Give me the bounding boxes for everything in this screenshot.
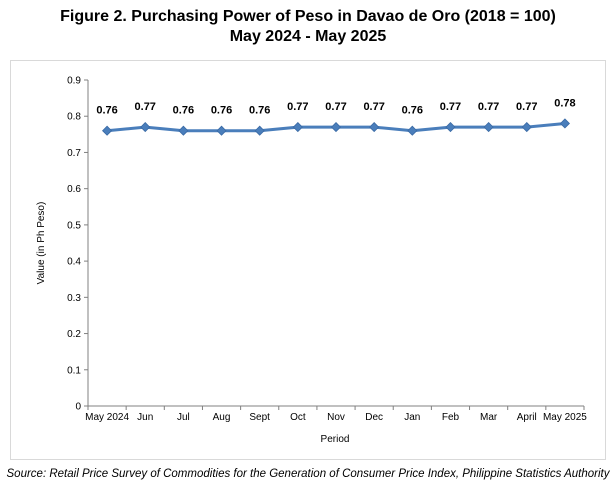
y-tick-label: 0.2: [67, 329, 81, 340]
data-label: 0.77: [135, 101, 156, 113]
data-label: 0.76: [96, 105, 117, 117]
data-point-marker: [178, 125, 189, 136]
y-axis-title: Value (in Ph Peso): [36, 202, 47, 285]
data-point-marker: [216, 125, 227, 136]
y-tick-label: 0.9: [67, 76, 81, 87]
data-label: 0.77: [287, 101, 308, 113]
data-label: 0.77: [325, 101, 346, 113]
data-label: 0.76: [402, 105, 423, 117]
data-point-marker: [483, 122, 494, 133]
data-point-marker: [369, 122, 380, 133]
data-point-marker: [140, 122, 151, 133]
x-tick-label: Aug: [213, 412, 231, 423]
data-label: 0.76: [249, 105, 270, 117]
data-point-marker: [521, 122, 532, 133]
data-label: 0.77: [516, 101, 537, 113]
data-label: 0.77: [440, 101, 461, 113]
y-tick-label: 0.6: [67, 184, 81, 195]
data-point-marker: [445, 122, 456, 133]
data-point-marker: [559, 118, 570, 129]
chart-title-line-2: May 2024 - May 2025: [229, 28, 387, 45]
x-tick-label: Sept: [249, 412, 270, 423]
x-tick-label: Dec: [365, 412, 383, 423]
x-tick-label: May 2024: [85, 412, 129, 423]
x-axis-title: Period: [321, 434, 350, 445]
data-label: 0.76: [173, 105, 194, 117]
series-markers: [102, 118, 570, 136]
x-tick-label: April: [517, 412, 537, 423]
chart-axes: [87, 80, 584, 407]
data-labels: 0.76 0.77 0.76 0.76 0.76 0.77 0.77 0.77 0.76 0.77…: [96, 97, 575, 116]
y-tick-label: 0.8: [67, 112, 81, 123]
x-tick-label: Jul: [177, 412, 190, 423]
y-tick-label: 0.5: [67, 220, 81, 231]
data-label: 0.77: [363, 101, 384, 113]
data-label: 0.78: [554, 97, 575, 109]
y-tick-label: 0.1: [67, 365, 81, 376]
y-tick-label: 0: [75, 402, 81, 413]
x-tick-label: Feb: [442, 412, 460, 423]
x-tick-label: Jun: [137, 412, 153, 423]
data-point-marker: [254, 125, 265, 136]
chart-title-line-1: Figure 2. Purchasing Power of Peso in Da…: [60, 8, 556, 25]
data-point-marker: [292, 122, 303, 133]
x-tick-label: Oct: [290, 412, 306, 423]
data-point-marker: [102, 125, 113, 136]
x-axis-ticks: May 2024 Jun Jul Aug Sept Oct Nov Dec Jan Feb Mar A…: [85, 406, 587, 423]
source-note: Source: Retail Price Survey of Commoditi…: [6, 468, 610, 480]
data-point-marker: [407, 125, 418, 136]
data-point-marker: [330, 122, 342, 133]
x-tick-label: Mar: [480, 412, 498, 423]
data-label: 0.76: [211, 105, 232, 117]
x-tick-label: Jan: [404, 412, 420, 423]
data-label: 0.77: [478, 101, 499, 113]
x-tick-label: May 2025: [543, 412, 587, 423]
y-axis-ticks: 0 0.1 0.2 0.3 0.4 0.5 0.6 0.7 0.8 0.9: [67, 76, 88, 413]
x-tick-label: Nov: [327, 412, 345, 423]
y-tick-label: 0.3: [67, 293, 81, 304]
chart-area-border: [10, 60, 606, 460]
y-tick-label: 0.4: [67, 257, 81, 268]
y-tick-label: 0.7: [67, 148, 81, 159]
